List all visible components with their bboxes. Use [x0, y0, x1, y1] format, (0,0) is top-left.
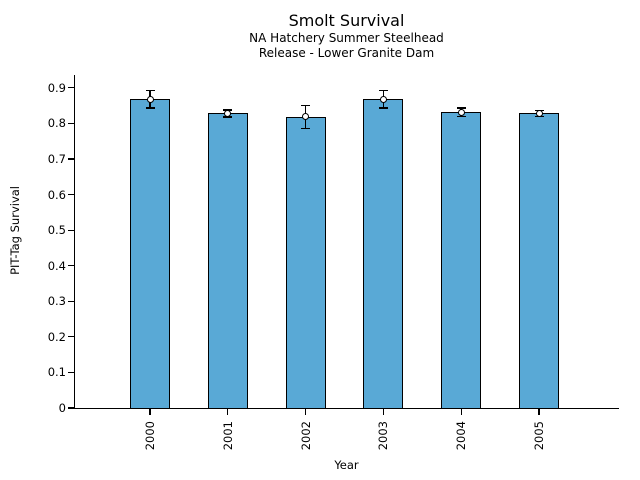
error-bar-cap-top	[456, 107, 466, 109]
x-tick	[227, 409, 229, 415]
x-tick	[149, 409, 151, 415]
y-tick-label: 0.9	[47, 80, 66, 95]
chart-subtitle-line1: NA Hatchery Summer Steelhead	[249, 31, 444, 45]
y-tick	[68, 158, 74, 160]
error-bar-mean-marker	[379, 95, 387, 103]
error-bar-cap-bottom	[378, 107, 388, 109]
error-bar-cap-bottom	[456, 115, 466, 118]
x-axis-label: Year	[334, 458, 359, 472]
x-tick-label: 2004	[454, 421, 469, 451]
error-bar-cap-bottom	[145, 107, 155, 109]
y-tick	[68, 371, 74, 373]
chart-title: Smolt Survival	[288, 11, 405, 30]
y-tick	[68, 193, 74, 196]
x-tick-label: 2005	[532, 421, 546, 451]
y-tick-label: 0.4	[47, 258, 66, 273]
y-tick	[68, 122, 74, 124]
x-tick	[460, 409, 462, 415]
y-tick	[68, 265, 74, 267]
x-tick-label: 2001	[220, 421, 235, 451]
error-bar-mean-marker	[535, 109, 543, 117]
y-tick	[68, 229, 74, 231]
x-tick-label: 2000	[143, 421, 157, 451]
error-bar-cap-bottom	[301, 127, 311, 130]
y-tick	[68, 407, 74, 409]
bar-2000	[130, 99, 170, 409]
x-tick-label: 2003	[376, 421, 391, 451]
x-axis-line	[74, 408, 619, 410]
y-tick	[68, 300, 74, 302]
error-bar-mean-marker	[146, 95, 154, 103]
y-tick-label: 0.5	[47, 223, 66, 238]
error-bar-cap-top	[378, 89, 388, 92]
chart-subtitle-line2: Release - Lower Granite Dam	[258, 46, 435, 60]
y-axis-line	[74, 75, 76, 409]
bar-2005	[519, 113, 559, 409]
error-bar-mean-marker	[457, 108, 465, 116]
error-bar-cap-top	[145, 89, 155, 92]
error-bar-cap-bottom	[223, 116, 233, 118]
y-tick	[68, 87, 74, 89]
bar-2004	[441, 112, 482, 409]
error-bar-mean-marker	[302, 113, 310, 121]
bar-2003	[363, 99, 404, 409]
y-tick-label: 0.7	[47, 151, 66, 166]
y-tick-label: 0	[58, 401, 66, 415]
y-tick-label: 0.8	[47, 116, 66, 131]
error-bar-mean-marker	[224, 109, 232, 117]
y-tick-label: 0.3	[47, 294, 66, 309]
chart-header: Smolt Survival NA Hatchery Summer Steelh…	[74, 10, 619, 61]
bar-2002	[285, 116, 326, 409]
bar-2001	[207, 113, 248, 409]
y-tick	[68, 336, 74, 338]
error-bar-cap-top	[223, 109, 233, 111]
error-bar-cap-top	[301, 104, 311, 107]
y-axis-label: PIT-Tag Survival	[8, 186, 22, 275]
y-tick-label: 0.2	[47, 329, 66, 344]
x-tick-label: 2002	[298, 421, 313, 451]
y-tick-label: 0.1	[47, 365, 66, 380]
x-tick	[305, 409, 307, 415]
x-tick	[382, 409, 384, 415]
x-tick	[538, 409, 540, 415]
y-tick-label: 0.6	[47, 187, 66, 202]
